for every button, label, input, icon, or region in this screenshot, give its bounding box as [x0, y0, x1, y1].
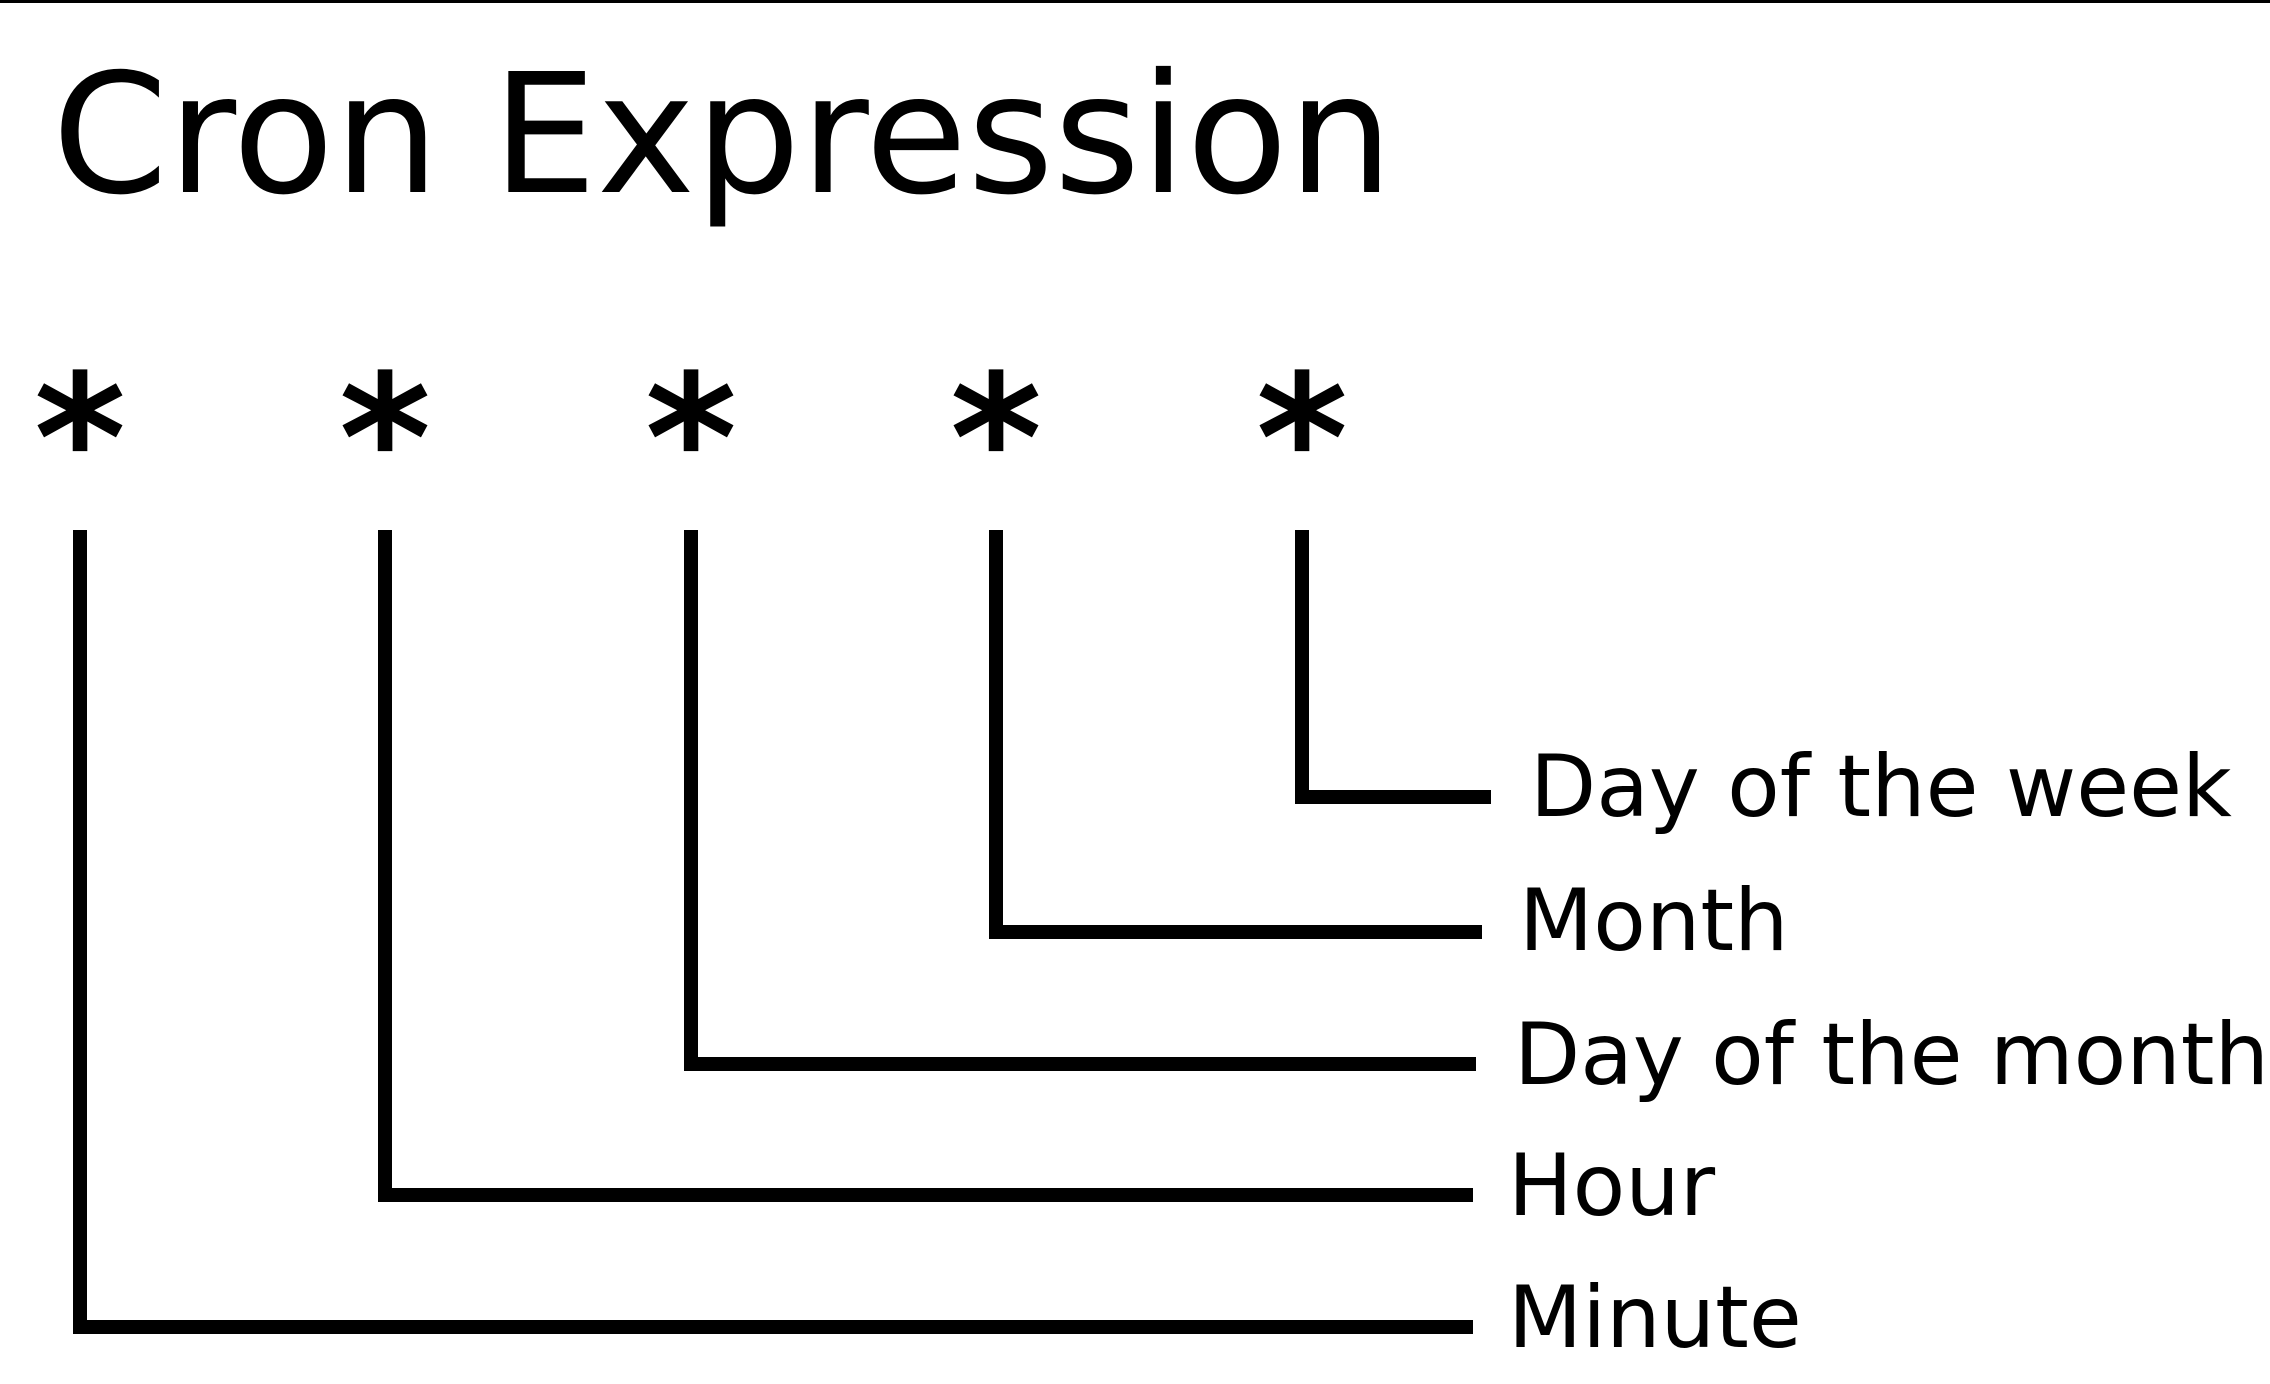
hour-label: Hour [1508, 1136, 1716, 1236]
hour-field-asterisk: * [339, 337, 431, 542]
day-of-week-label: Day of the week [1530, 737, 2232, 837]
month-connector-line [989, 530, 1482, 939]
top-border [0, 0, 2270, 3]
minute-connector-line [73, 530, 1473, 1334]
minute-label: Minute [1508, 1268, 1802, 1368]
day-of-month-label: Day of the month [1514, 1005, 2269, 1105]
page-title: Cron Expression [52, 39, 1393, 232]
day-of-month-connector-line [684, 530, 1476, 1071]
day-of-week-field-asterisk: * [1256, 337, 1348, 542]
month-label: Month [1519, 871, 1789, 971]
day-of-week-connector-line [1295, 530, 1491, 804]
day-of-month-field-asterisk: * [645, 337, 737, 542]
minute-field-asterisk: * [34, 337, 126, 542]
month-field-asterisk: * [950, 337, 1042, 542]
hour-connector-line [378, 530, 1473, 1202]
